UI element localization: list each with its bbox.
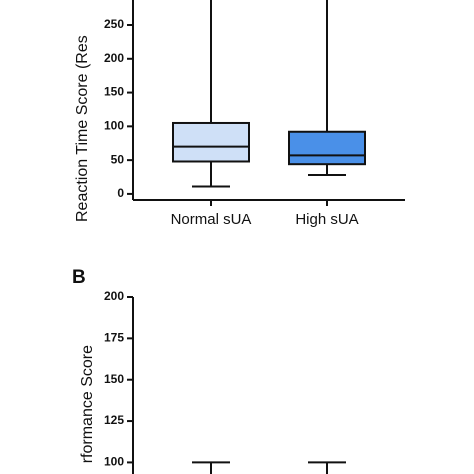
- y-tick-label: 100: [104, 119, 124, 133]
- y-axis-label: rformance Score: [79, 345, 96, 463]
- y-tick-label: 0: [117, 186, 124, 200]
- y-tick-label: 100: [104, 455, 124, 469]
- box: [172, 121, 250, 163]
- x-tick-label: High sUA: [295, 211, 358, 228]
- y-tick-label: 200: [104, 289, 124, 303]
- x-tick-label: Normal sUA: [171, 211, 252, 228]
- y-tick-label: 150: [104, 85, 124, 99]
- y-tick-label: 125: [104, 413, 124, 427]
- box: [288, 130, 366, 166]
- y-tick-label: 175: [104, 331, 124, 345]
- panel-label: B: [72, 267, 86, 288]
- y-tick-label: 200: [104, 51, 124, 65]
- y-tick-label: 250: [104, 17, 124, 31]
- y-tick-label: 150: [104, 372, 124, 386]
- y-tick-label: 50: [111, 152, 125, 166]
- y-axis-label: Reaction Time Score (Res: [74, 35, 91, 222]
